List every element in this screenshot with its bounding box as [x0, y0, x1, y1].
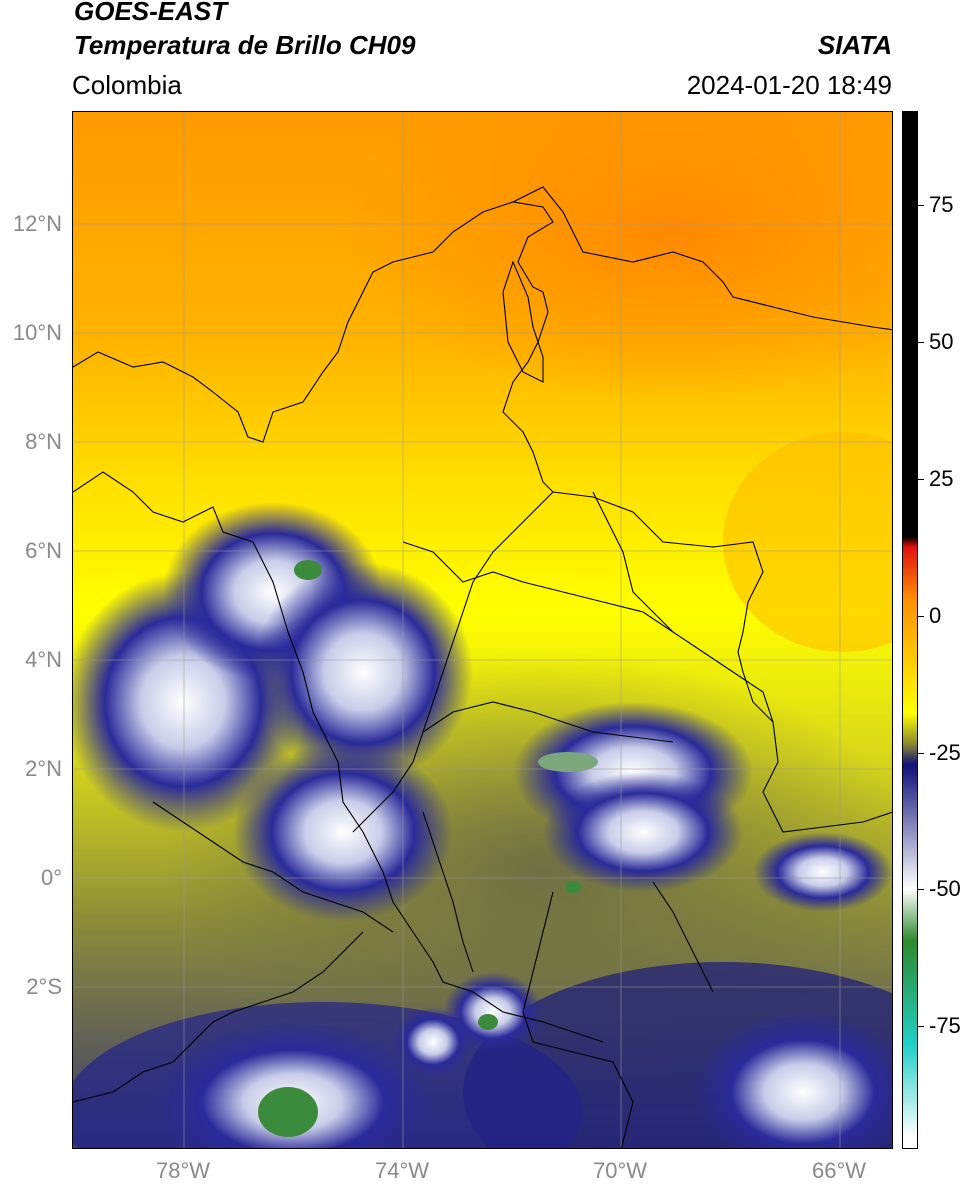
storm-cell: [543, 772, 743, 892]
lat-label-6n: 6°N: [25, 538, 62, 563]
channel-title: Temperatura de Brillo CH09: [74, 30, 416, 60]
colorbar-label-minus75: -75: [929, 1013, 961, 1038]
cold-core: [258, 1087, 318, 1137]
storm-cell: [233, 742, 453, 922]
colorbar-label-25: 25: [929, 466, 954, 491]
lat-label-2s: 2°S: [26, 974, 62, 999]
storm-cell: [693, 1012, 892, 1148]
colorbar-tick: [918, 342, 924, 343]
satellite-map[interactable]: [72, 111, 893, 1149]
lat-label-0: 0°: [40, 865, 62, 890]
storm-cell: [393, 1007, 473, 1077]
cold-core: [478, 1014, 498, 1030]
lon-label-70w: 70°W: [592, 1158, 648, 1183]
lat-label-8n: 8°N: [25, 429, 62, 454]
timestamp-label: 2024-01-20 18:49: [686, 70, 892, 100]
colorbar-label-minus50: -50: [929, 876, 961, 901]
lon-label-66w: 66°W: [811, 1158, 867, 1183]
lat-label-4n: 4°N: [25, 647, 62, 672]
region-label: Colombia: [72, 70, 182, 100]
lat-label-2n: 2°N: [25, 756, 62, 781]
agency-label: SIATA: [817, 30, 892, 60]
colorbar-label-75: 75: [929, 192, 954, 217]
warm-region: [343, 112, 892, 402]
storm-cell: [253, 562, 473, 782]
product-title: GOES-EAST: [74, 0, 228, 26]
colorbar-tick: [918, 889, 924, 890]
colorbar-tick: [918, 753, 924, 754]
storm-cell: [753, 832, 892, 912]
colorbar-label-50: 50: [929, 329, 954, 354]
graticule: [73, 112, 892, 1148]
lon-label-78w: 78°W: [155, 1158, 211, 1183]
colorbar-tick: [918, 1026, 924, 1027]
colorbar-label-minus25: -25: [929, 740, 961, 765]
cold-core: [538, 752, 598, 772]
borders: [73, 186, 892, 1148]
cold-core: [294, 560, 322, 580]
colorbar: [902, 111, 918, 1149]
lon-label-74w: 74°W: [374, 1158, 430, 1183]
colorbar-tick: [918, 616, 924, 617]
map-image: [73, 112, 892, 1148]
colorbar-tick: [918, 205, 924, 206]
colorbar-tick: [918, 479, 924, 480]
colorbar-label-0: 0: [929, 603, 942, 628]
lat-label-12n: 12°N: [12, 211, 62, 236]
lat-label-10n: 10°N: [12, 320, 62, 345]
storm-cell: [153, 1022, 433, 1148]
cold-core: [565, 881, 581, 893]
